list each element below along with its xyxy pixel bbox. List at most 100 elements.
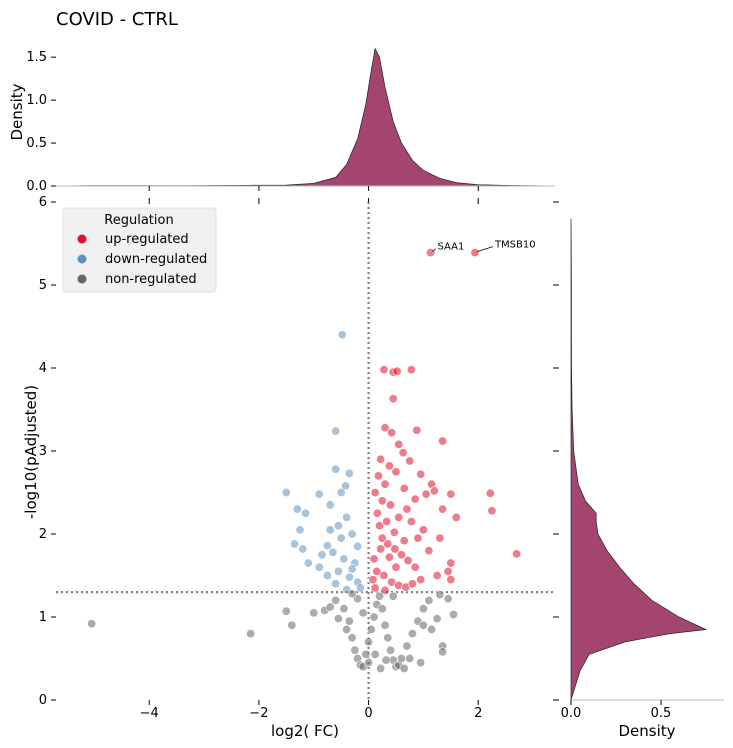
legend-marker-down <box>77 254 87 264</box>
data-point <box>396 550 406 560</box>
data-point <box>410 562 420 572</box>
data-point <box>331 426 341 436</box>
data-point <box>350 645 360 655</box>
series-non-regulated <box>87 589 459 673</box>
data-point <box>412 425 422 435</box>
data-point <box>364 637 374 647</box>
data-point <box>333 566 343 576</box>
data-point <box>387 428 397 438</box>
data-point <box>328 547 338 557</box>
data-point <box>399 483 409 493</box>
data-point <box>403 556 413 566</box>
data-point <box>391 467 401 477</box>
data-point <box>416 469 426 479</box>
right-density-curve <box>570 218 708 701</box>
data-point <box>87 619 97 629</box>
data-point <box>370 487 380 497</box>
y-tick-label: 3 <box>39 444 47 459</box>
data-point <box>331 579 341 589</box>
y-axis-label: -log10(pAdjusted) <box>22 385 40 519</box>
data-point <box>438 504 448 514</box>
data-point <box>379 570 389 580</box>
data-point <box>446 489 456 499</box>
data-point <box>385 500 395 510</box>
data-point <box>443 594 453 604</box>
annotation-arrow <box>476 246 494 253</box>
series-down-regulated <box>281 330 365 595</box>
data-point <box>432 570 442 580</box>
data-point <box>485 488 495 498</box>
data-point <box>382 517 392 527</box>
data-point <box>347 633 357 643</box>
data-point <box>402 504 412 514</box>
x-tick-label: 2 <box>474 706 482 721</box>
data-point <box>424 595 434 605</box>
legend-title: Regulation <box>104 213 173 228</box>
data-point <box>388 591 398 601</box>
x-axis-label: log2( FC) <box>271 722 339 740</box>
data-point <box>370 583 380 593</box>
data-point <box>358 608 368 618</box>
right-density-panel: 0.0 0.5 <box>561 218 724 721</box>
data-point <box>333 521 343 531</box>
x-tick-label: −4 <box>140 706 159 721</box>
y-tick-label: 2 <box>39 527 47 542</box>
data-point <box>336 533 346 543</box>
data-point <box>383 633 393 643</box>
top-density-tick-label: 1.5 <box>26 50 47 65</box>
right-density-tick-label: 0.0 <box>561 706 582 721</box>
data-point <box>446 575 456 585</box>
data-point <box>372 566 382 576</box>
data-point <box>380 479 390 489</box>
data-point <box>391 562 401 572</box>
data-point <box>379 365 389 375</box>
data-point <box>331 464 341 474</box>
series-up-regulated <box>368 248 522 595</box>
data-point <box>383 539 393 549</box>
top-density-tick-label: 1.0 <box>26 93 47 108</box>
data-point <box>317 550 327 560</box>
top-density-tick-label: 0.0 <box>26 179 47 194</box>
data-point <box>376 454 386 464</box>
data-point <box>418 525 428 535</box>
data-point <box>399 663 409 673</box>
data-point <box>314 489 324 499</box>
data-point <box>470 248 480 258</box>
data-point <box>298 544 308 554</box>
data-point <box>451 512 461 522</box>
data-point <box>281 487 291 497</box>
data-point <box>443 566 453 576</box>
data-point <box>303 558 313 568</box>
data-point <box>347 589 357 599</box>
x-tick-label: 0 <box>364 706 372 721</box>
data-point <box>407 579 417 589</box>
chart-title: COVID - CTRL <box>56 9 178 30</box>
top-density-tick-label: 0.5 <box>26 136 47 151</box>
data-point <box>424 546 434 556</box>
data-point <box>361 649 371 659</box>
annotation-label: SAA1 <box>438 242 465 253</box>
data-point <box>339 604 349 614</box>
data-point <box>370 649 380 659</box>
y-tick-label: 4 <box>39 361 47 376</box>
data-point <box>287 620 297 630</box>
data-point <box>406 517 416 527</box>
y-tick-label: 6 <box>39 195 47 210</box>
data-point <box>446 558 456 568</box>
data-point <box>333 614 343 624</box>
data-point <box>384 552 394 562</box>
data-point <box>281 606 291 616</box>
data-point <box>405 456 415 466</box>
data-point <box>394 512 404 522</box>
data-point <box>435 590 445 600</box>
data-point <box>341 481 351 491</box>
data-point <box>376 544 386 554</box>
data-point <box>380 585 390 595</box>
data-point <box>372 508 382 518</box>
data-point <box>377 533 387 543</box>
data-point <box>246 629 256 639</box>
data-point <box>405 653 415 663</box>
data-point <box>416 575 426 585</box>
data-point <box>406 365 416 375</box>
